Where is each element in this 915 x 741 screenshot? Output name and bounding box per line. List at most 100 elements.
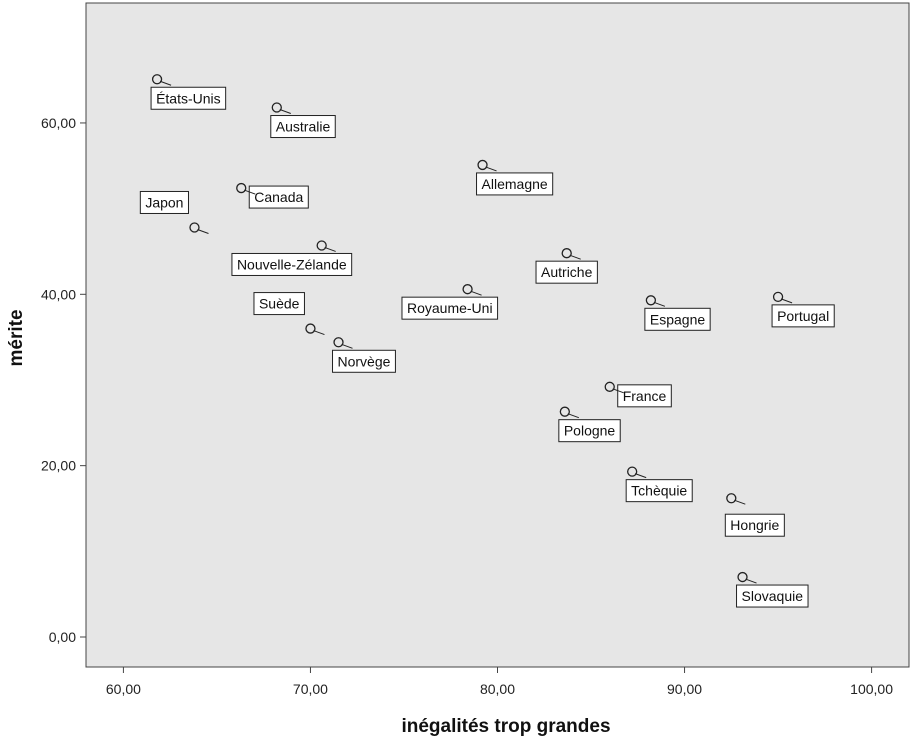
- point-leader: [780, 298, 793, 304]
- point-marker: [737, 571, 748, 583]
- point-marker: [462, 284, 473, 295]
- point-label: Nouvelle-Zélande: [237, 256, 347, 272]
- point-label-box: [476, 172, 554, 196]
- point-group: France: [604, 381, 672, 408]
- y-tick-label: 60,00: [41, 115, 76, 131]
- point-leader: [197, 229, 209, 234]
- plot-area: [85, 2, 910, 668]
- point-marker: [645, 295, 657, 306]
- point-group: Canada: [236, 182, 309, 209]
- point-leader: [734, 499, 746, 505]
- point-marker: [772, 291, 784, 303]
- point-label-box: [535, 260, 598, 284]
- point-group: Portugal: [771, 291, 835, 328]
- point-marker: [236, 182, 247, 194]
- point-marker: [305, 323, 316, 334]
- point-marker: [604, 381, 615, 392]
- point-label-box: [401, 296, 499, 320]
- point-marker: [333, 337, 344, 348]
- point-label: Tchèquie: [631, 483, 687, 499]
- point-marker: [726, 493, 737, 504]
- point-label-box: [644, 307, 711, 331]
- data-points: États-Unis Australie Canada Japon Nouvelle-Z…: [139, 74, 835, 608]
- point-label-box: [771, 304, 835, 328]
- x-tick-label: 80,00: [480, 681, 515, 697]
- x-axis-title: inégalités trop grandes: [401, 716, 610, 737]
- point-leader: [341, 343, 353, 349]
- point-label: Hongrie: [730, 517, 779, 533]
- point-group: Norvège: [332, 337, 396, 373]
- point-label: Suède: [259, 296, 300, 312]
- point-leader: [313, 330, 325, 336]
- point-label-box: [139, 190, 189, 214]
- point-label-box: [253, 292, 305, 316]
- point-label-box: [736, 584, 809, 608]
- point-leader: [612, 388, 624, 394]
- point-label-box: [150, 86, 227, 110]
- point-marker: [189, 222, 200, 233]
- x-tick-label: 60,00: [106, 681, 141, 697]
- point-label: Portugal: [777, 308, 829, 324]
- point-label-box: [231, 252, 353, 276]
- point-label: Japon: [145, 194, 183, 210]
- point-leader: [324, 246, 336, 252]
- y-tick-label: 0,00: [49, 629, 76, 645]
- point-group: Autriche: [535, 248, 598, 284]
- point-label-box: [724, 513, 785, 537]
- y-tick-label: 20,00: [41, 458, 76, 474]
- x-tick-label: 90,00: [667, 681, 702, 697]
- x-tick-label: 70,00: [293, 681, 328, 697]
- point-label: Australie: [276, 119, 331, 135]
- point-marker: [151, 74, 163, 85]
- point-group: Royaume-Uni: [401, 284, 499, 320]
- point-label-box: [270, 115, 336, 139]
- point-group: Pologne: [558, 406, 621, 443]
- point-group: États-Unis: [150, 74, 227, 110]
- point-marker: [559, 406, 570, 417]
- point-marker: [627, 466, 638, 477]
- point-leader: [244, 189, 256, 195]
- point-group: Espagne: [644, 295, 711, 331]
- point-label: France: [623, 388, 667, 404]
- point-marker: [561, 248, 572, 259]
- point-group: Japon: [139, 190, 209, 234]
- point-leader: [159, 80, 172, 86]
- point-leader: [470, 290, 482, 296]
- point-group: Tchèquie: [625, 466, 693, 503]
- point-label: Pologne: [564, 423, 616, 439]
- point-group: Hongrie: [724, 493, 785, 537]
- y-axis: 0,00 20,00 40,00 60,00: [41, 115, 86, 645]
- point-label-box: [332, 349, 396, 373]
- point-leader: [569, 254, 581, 260]
- point-group: Allemagne: [476, 159, 554, 196]
- point-label: Slovaquie: [742, 588, 804, 604]
- point-label-box: [617, 384, 672, 408]
- point-marker: [477, 159, 488, 171]
- point-group: Suède: [253, 292, 325, 336]
- point-leader: [745, 578, 757, 584]
- point-leader: [485, 166, 497, 172]
- point-label-box: [558, 419, 621, 443]
- point-label: Autriche: [541, 264, 593, 280]
- point-label: Royaume-Uni: [407, 300, 493, 316]
- point-leader: [279, 109, 291, 114]
- point-label: États-Unis: [156, 90, 221, 106]
- point-label: Norvège: [338, 353, 391, 369]
- y-axis-title: mérite: [6, 309, 27, 366]
- point-marker: [316, 240, 327, 251]
- point-group: Slovaquie: [736, 571, 809, 608]
- point-label-box: [625, 479, 693, 503]
- x-tick-label: 100,00: [850, 681, 893, 697]
- y-tick-label: 40,00: [41, 286, 76, 302]
- point-label: Espagne: [650, 311, 705, 327]
- point-label: Canada: [254, 189, 303, 205]
- point-group: Australie: [270, 102, 336, 139]
- point-leader: [567, 413, 580, 419]
- point-group: Nouvelle-Zélande: [231, 240, 353, 276]
- point-leader: [653, 301, 666, 307]
- x-axis: 60,00 70,00 80,00 90,00 100,00: [106, 667, 893, 697]
- point-marker: [271, 102, 282, 113]
- point-label: Allemagne: [482, 176, 548, 192]
- point-label-box: [248, 185, 309, 209]
